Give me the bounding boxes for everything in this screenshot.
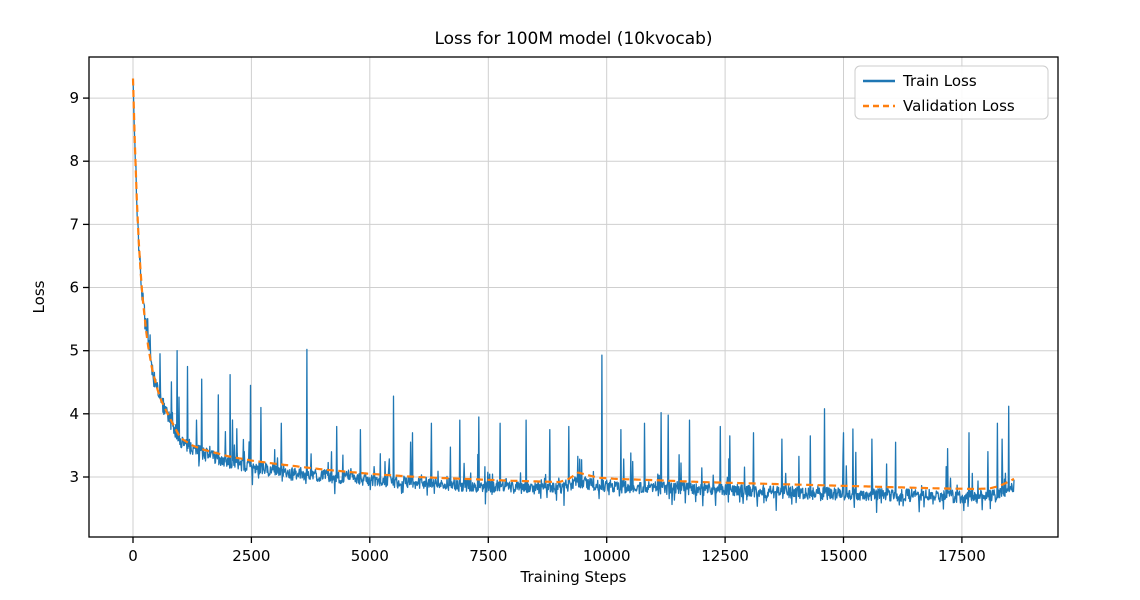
legend-train-label: Train Loss <box>902 72 977 90</box>
axes-frame <box>88 56 1059 538</box>
y-tick-label: 6 <box>69 279 79 297</box>
y-axis-label: Loss <box>30 280 48 313</box>
x-tick-label: 10000 <box>583 547 631 565</box>
chart-title: Loss for 100M model (10kvocab) <box>434 29 712 49</box>
y-tick-label: 8 <box>69 152 79 170</box>
x-tick-label: 17500 <box>938 547 986 565</box>
y-tick-label: 9 <box>69 89 79 107</box>
x-tick-label: 7500 <box>469 547 507 565</box>
x-tick-label: 12500 <box>701 547 749 565</box>
y-tick-label: 4 <box>69 405 79 423</box>
legend: Train Loss Validation Loss <box>854 65 1049 120</box>
y-tick-label: 3 <box>69 468 79 486</box>
y-tick-label: 7 <box>69 215 79 233</box>
plot-area: 0 2500 5000 7500 10000 12500 15000 17500 3 4 5 6 7 8 9 <box>69 56 1059 565</box>
legend-validation-label: Validation Loss <box>903 97 1015 115</box>
y-tick-label: 5 <box>69 342 79 360</box>
x-tick-label: 2500 <box>232 547 270 565</box>
legend-box <box>854 65 1049 120</box>
x-tick-label: 5000 <box>351 547 389 565</box>
train-loss-line <box>132 78 1015 514</box>
validation-loss-line <box>131 78 1015 491</box>
x-axis-label: Training Steps <box>520 568 627 586</box>
x-tick-label: 0 <box>128 547 138 565</box>
x-tick-label: 15000 <box>820 547 868 565</box>
